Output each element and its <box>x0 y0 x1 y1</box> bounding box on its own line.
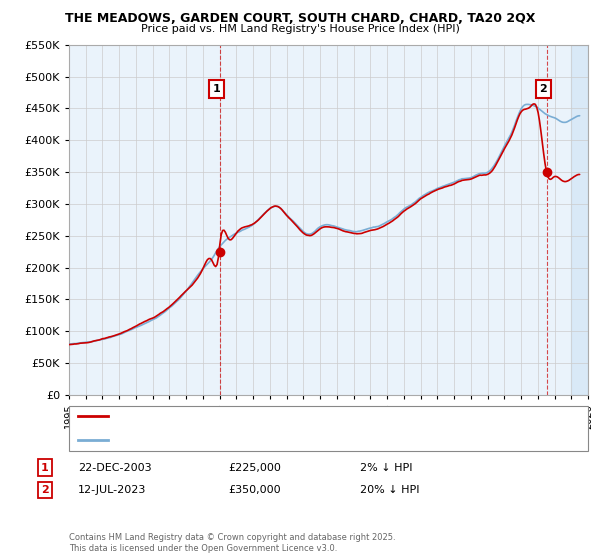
Text: 2: 2 <box>539 85 547 94</box>
Text: 2: 2 <box>41 485 49 495</box>
Text: 22-DEC-2003: 22-DEC-2003 <box>78 463 152 473</box>
Text: Price paid vs. HM Land Registry's House Price Index (HPI): Price paid vs. HM Land Registry's House … <box>140 24 460 34</box>
Text: 1: 1 <box>212 85 220 94</box>
Text: 12-JUL-2023: 12-JUL-2023 <box>78 485 146 495</box>
Text: 1: 1 <box>41 463 49 473</box>
Text: THE MEADOWS, GARDEN COURT, SOUTH CHARD, CHARD, TA20 2QX: THE MEADOWS, GARDEN COURT, SOUTH CHARD, … <box>65 12 535 25</box>
Text: £350,000: £350,000 <box>228 485 281 495</box>
Text: Contains HM Land Registry data © Crown copyright and database right 2025.
This d: Contains HM Land Registry data © Crown c… <box>69 533 395 553</box>
Text: HPI: Average price, detached house, Somerset: HPI: Average price, detached house, Some… <box>111 435 338 445</box>
Text: £225,000: £225,000 <box>228 463 281 473</box>
Text: 20% ↓ HPI: 20% ↓ HPI <box>360 485 419 495</box>
Text: THE MEADOWS, GARDEN COURT, SOUTH CHARD, CHARD, TA20 2QX (detached house): THE MEADOWS, GARDEN COURT, SOUTH CHARD, … <box>111 410 534 421</box>
Text: 2% ↓ HPI: 2% ↓ HPI <box>360 463 413 473</box>
Bar <box>571 45 588 395</box>
